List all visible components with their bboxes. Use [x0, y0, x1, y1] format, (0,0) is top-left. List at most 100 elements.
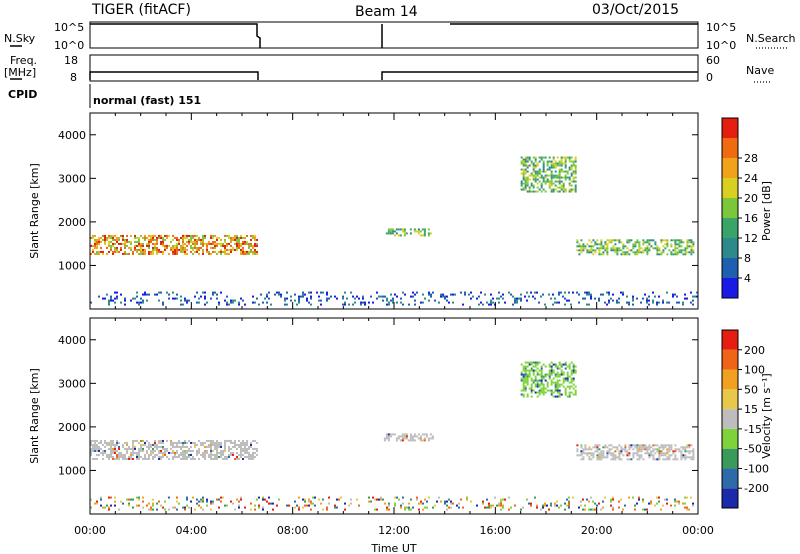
data-cell: [410, 295, 412, 298]
data-cell: [124, 242, 126, 245]
data-cell: [636, 249, 639, 252]
data-cell: [136, 457, 138, 460]
data-cell: [552, 363, 555, 366]
data-cell: [534, 375, 537, 378]
data-cell: [688, 444, 691, 447]
data-cell: [684, 450, 687, 453]
velocity-scatter: [90, 361, 695, 511]
data-cell: [138, 301, 140, 304]
data-cell: [566, 395, 569, 398]
data-cell: [256, 244, 258, 247]
data-cell: [592, 446, 595, 449]
data-cell: [604, 496, 606, 499]
data-cell: [226, 455, 228, 458]
data-cell: [532, 371, 535, 374]
data-cell: [538, 379, 541, 382]
data-cell: [194, 246, 196, 249]
data-cell: [530, 361, 533, 364]
data-cell: [214, 234, 216, 237]
data-cell: [250, 248, 252, 251]
data-cell: [530, 391, 533, 394]
data-cell: [536, 182, 539, 185]
data-cell: [254, 234, 256, 237]
data-cell: [554, 504, 556, 507]
data-cell: [184, 441, 186, 444]
data-cell: [686, 297, 688, 300]
data-cell: [636, 297, 638, 300]
data-cell: [176, 451, 178, 454]
nave-tick-bottom: 0: [706, 71, 713, 84]
data-cell: [682, 446, 685, 449]
data-cell: [550, 176, 553, 179]
data-cell: [246, 252, 248, 255]
data-cell: [104, 238, 106, 241]
data-cell: [586, 498, 588, 501]
data-cell: [602, 452, 605, 455]
data-cell: [658, 456, 661, 459]
data-cell: [354, 301, 356, 304]
data-cell: [130, 451, 132, 454]
data-cell: [536, 379, 539, 382]
data-cell: [652, 299, 654, 302]
data-cell: [658, 496, 660, 499]
beam-title: Beam 14: [355, 4, 418, 20]
colorbar-segment: [722, 218, 738, 238]
data-cell: [172, 506, 174, 509]
data-cell: [112, 299, 114, 302]
data-cell: [526, 375, 529, 378]
data-cell: [216, 439, 218, 442]
data-cell: [146, 445, 148, 448]
data-cell: [142, 500, 144, 503]
data-cell: [564, 367, 567, 370]
data-cell: [162, 244, 164, 247]
data-cell: [248, 246, 250, 249]
data-cell: [560, 156, 563, 159]
data-cell: [522, 170, 525, 173]
data-cell: [420, 500, 422, 503]
data-cell: [570, 172, 573, 175]
data-cell: [598, 299, 600, 302]
data-cell: [610, 454, 613, 457]
data-cell: [220, 496, 222, 499]
data-cell: [552, 381, 555, 384]
data-cell: [666, 245, 669, 248]
data-cell: [500, 295, 502, 298]
data-cell: [544, 375, 547, 378]
data-cell: [126, 240, 128, 243]
data-cell: [386, 508, 388, 511]
data-cell: [94, 246, 96, 249]
data-cell: [254, 504, 256, 507]
data-cell: [540, 508, 542, 511]
data-cell: [672, 293, 674, 296]
data-cell: [218, 250, 220, 253]
data-cell: [214, 457, 216, 460]
data-cell: [514, 299, 516, 302]
data-cell: [174, 250, 176, 253]
data-cell: [391, 232, 394, 235]
data-cell: [419, 437, 422, 440]
data-cell: [214, 455, 216, 458]
data-cell: [254, 455, 256, 458]
colorbar-segment: [722, 389, 738, 410]
data-cell: [560, 393, 563, 396]
data-cell: [642, 446, 645, 449]
data-cell: [104, 445, 106, 448]
data-cell: [560, 176, 563, 179]
data-cell: [198, 500, 200, 503]
data-cell: [450, 506, 452, 509]
data-cell: [530, 172, 533, 175]
data-cell: [526, 166, 529, 169]
data-cell: [528, 158, 531, 161]
data-cell: [660, 454, 663, 457]
data-cell: [242, 240, 244, 243]
data-cell: [638, 241, 641, 244]
data-cell: [470, 297, 472, 300]
data-cell: [648, 452, 651, 455]
data-cell: [598, 502, 600, 505]
data-cell: [110, 451, 112, 454]
data-cell: [258, 506, 260, 509]
data-cell: [554, 365, 557, 368]
data-cell: [160, 240, 162, 243]
data-cell: [600, 243, 603, 246]
